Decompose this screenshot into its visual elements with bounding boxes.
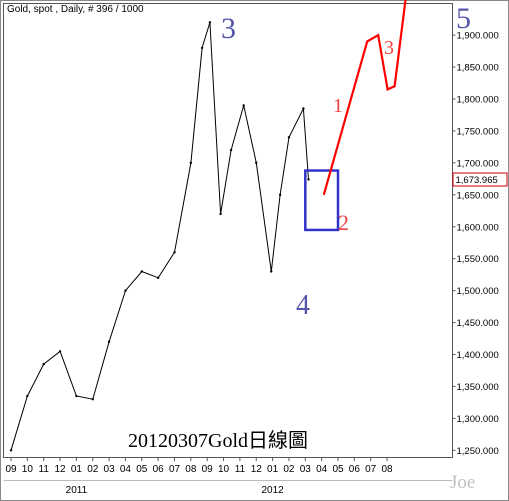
y-tick-label: 1,650.000: [457, 190, 499, 201]
y-tick-label: 1,350.000: [457, 382, 499, 393]
projection-line: [322, 0, 407, 196]
last-price-text: 1,673.965: [456, 175, 498, 186]
x-year-label: 2012: [261, 485, 284, 496]
y-tick-label: 1,850.000: [457, 63, 499, 74]
last-price-box: [452, 172, 508, 187]
price-point: [302, 107, 305, 110]
price-point: [287, 136, 291, 139]
x-tick-label: 05: [136, 464, 148, 475]
price-point: [156, 276, 160, 280]
x-tick-label: 11: [39, 464, 50, 475]
price-point: [242, 104, 245, 107]
price-point: [229, 148, 233, 152]
x-tick-label: 03: [300, 464, 312, 475]
x-tick-label: 02: [283, 464, 295, 475]
x-tick-label: 09: [5, 464, 17, 475]
x-tick-label: 07: [365, 464, 377, 475]
price-point: [200, 46, 204, 50]
price-point: [107, 340, 111, 343]
price-point: [9, 449, 13, 452]
x-tick-label: 12: [54, 464, 66, 475]
price-point: [270, 270, 273, 273]
x-tick-label: 11: [235, 464, 246, 475]
price-point: [26, 394, 29, 398]
x-tick-label: 07: [169, 464, 181, 475]
x-tick-label: 01: [71, 464, 83, 475]
y-tick-label: 1,400.000: [457, 350, 499, 361]
price-point: [42, 362, 45, 366]
x-tick-label: 05: [332, 464, 344, 475]
sub-wave-3-label: 3: [384, 37, 394, 59]
y-tick-label: 1,700.000: [457, 158, 499, 169]
x-tick-label: 08: [381, 464, 393, 475]
wave-4-label: 4: [296, 290, 310, 321]
chart-caption: 20120307Gold日線圖: [128, 429, 308, 452]
y-tick-label: 1,750.000: [457, 126, 499, 137]
x-tick-label: 04: [316, 464, 328, 475]
last-price-marker: 1,673.965: [452, 172, 508, 187]
sub-wave-1-label: 1: [333, 95, 343, 117]
sub-wave-2-label: 2: [338, 210, 349, 235]
y-tick-label: 1,550.000: [457, 254, 499, 265]
y-tick-label: 1,250.000: [457, 446, 499, 457]
y-tick-label: 1,600.000: [457, 222, 499, 233]
price-series-line: [10, 22, 309, 451]
y-tick-label: 1,450.000: [457, 318, 499, 329]
price-point: [75, 394, 78, 398]
x-tick-label: 12: [251, 464, 263, 475]
x-year-label: 2011: [66, 485, 88, 496]
price-point: [173, 251, 176, 254]
y-tick-label: 1,300.000: [457, 414, 499, 425]
price-point: [58, 350, 62, 353]
price-point: [140, 270, 143, 273]
x-tick-label: 10: [22, 464, 34, 475]
price-point: [208, 21, 212, 24]
y-tick-label: 1,500.000: [457, 286, 499, 297]
price-point: [91, 398, 94, 401]
y-tick-label: 1,900.000: [457, 31, 499, 42]
x-tick-label: 03: [104, 464, 116, 475]
x-tick-label: 08: [185, 464, 197, 475]
plot-frame: [3, 3, 453, 458]
x-tick-label: 04: [120, 464, 132, 475]
x-tick-label: 10: [218, 464, 230, 475]
price-point: [124, 289, 127, 292]
price-point: [219, 212, 222, 216]
y-axis: 1,250.000 1,300.000 1,350.000 1,400.000 1,45…: [452, 31, 499, 457]
wave-2-target-box: [304, 169, 340, 232]
price-point: [278, 193, 282, 197]
wave-5-label: 5: [456, 2, 471, 35]
price-point: [307, 178, 310, 181]
x-tick-label: 01: [267, 464, 279, 475]
chart-header: Gold, spot , Daily, # 396 / 1000: [7, 4, 144, 15]
x-axis: 09 10 11 12 01 02 03 04 05 06 07 08 09 10 11 12 01 02 03 04…: [5, 457, 393, 496]
y-tick-label: 1,800.000: [457, 95, 499, 106]
x-tick-label: 09: [202, 464, 214, 475]
wave-3-label: 3: [221, 12, 236, 45]
watermark: Joe: [450, 472, 475, 493]
x-tick-label: 06: [349, 464, 361, 475]
price-points: [9, 21, 310, 452]
x-tick-label: 02: [87, 464, 99, 475]
price-point: [255, 161, 258, 165]
price-point: [189, 161, 193, 165]
x-tick-label: 06: [153, 464, 165, 475]
